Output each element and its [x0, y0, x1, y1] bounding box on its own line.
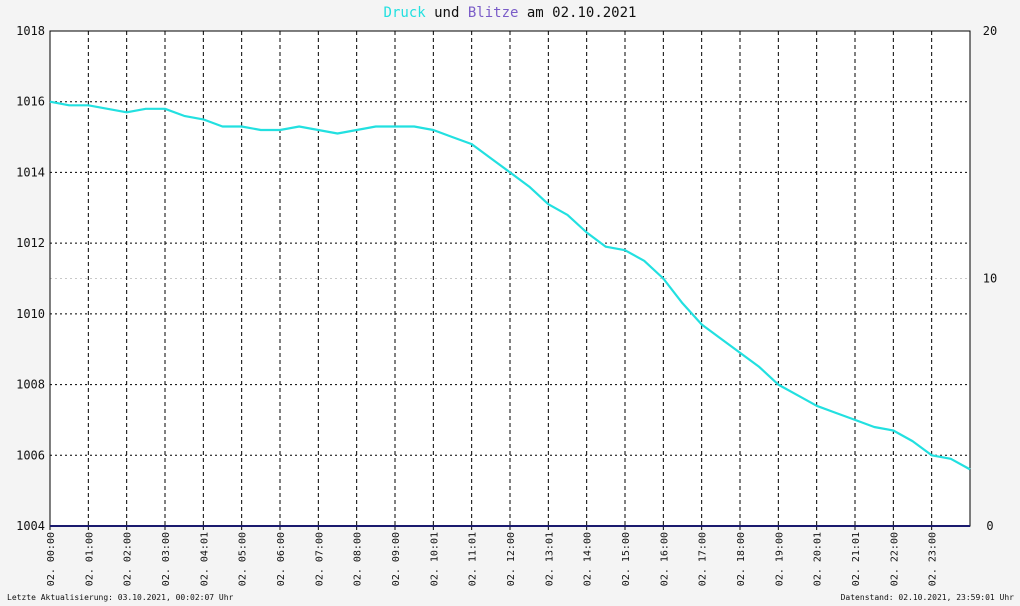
y-right-tick-label: 0	[986, 519, 993, 533]
x-tick-label: 02. 02:00	[123, 532, 134, 586]
x-tick-label: 02. 22:00	[889, 532, 900, 586]
x-tick-label: 02. 01:00	[84, 532, 95, 586]
y-left-tick-label: 1014	[16, 165, 45, 179]
x-tick-label: 02. 21:01	[851, 532, 862, 586]
x-tick-label: 02. 06:00	[276, 532, 287, 586]
x-tick-label: 02. 10:01	[429, 532, 440, 586]
x-tick-label: 02. 13:01	[544, 532, 555, 586]
x-tick-label: 02. 23:00	[928, 532, 939, 586]
x-tick-label: 02. 18:00	[736, 532, 747, 586]
x-tick-label: 02. 12:00	[506, 532, 517, 586]
y-left-tick-label: 1004	[16, 519, 45, 533]
x-tick-label: 02. 19:00	[774, 532, 785, 586]
x-tick-label: 02. 03:00	[161, 532, 172, 586]
axes: 1004 1006 1008 1010 1012 1014 1016 1018 0 10 20 02.…	[16, 24, 997, 586]
x-tick-label: 02. 14:00	[583, 532, 594, 586]
y-right-tick-label: 20	[983, 24, 997, 38]
x-tick-label: 02. 15:00	[621, 532, 632, 586]
y-left-tick-label: 1008	[16, 378, 45, 392]
chart-title: Druck und Blitze am 02.10.2021	[0, 5, 1020, 21]
x-tick-label: 02. 08:00	[353, 532, 364, 586]
y-left-tick-label: 1018	[16, 24, 45, 38]
x-tick-label: 02. 07:00	[314, 532, 325, 586]
x-tick-label: 02. 20:01	[813, 532, 824, 586]
y-right-tick-label: 10	[983, 272, 997, 286]
title-und: und	[434, 5, 460, 21]
x-tick-label: 02. 16:00	[659, 532, 670, 586]
x-tick-label: 02. 04:01	[199, 532, 210, 586]
x-tick-label: 02. 11:01	[468, 532, 479, 586]
x-tick-label: 02. 17:00	[698, 532, 709, 586]
title-blitze: Blitze	[467, 5, 519, 21]
y-left-tick-label: 1016	[16, 95, 45, 109]
footer-data-status: Datenstand: 02.10.2021, 23:59:01 Uhr	[840, 593, 1014, 602]
title-am: am	[526, 5, 544, 21]
series	[49, 100, 971, 527]
y-left-tick-label: 1006	[16, 448, 45, 462]
x-tick-label: 02. 00:00	[46, 532, 57, 586]
title-date: 02.10.2021	[552, 5, 637, 21]
title-druck: Druck	[383, 5, 426, 21]
y-left-tick-label: 1010	[16, 307, 45, 321]
x-tick-label: 02. 05:00	[238, 532, 249, 586]
x-tick-label: 02. 09:00	[391, 532, 402, 586]
y-left-tick-label: 1012	[16, 236, 45, 250]
footer-last-update: Letzte Aktualisierung: 03.10.2021, 00:02…	[7, 593, 234, 602]
series-druck-line	[49, 100, 971, 471]
